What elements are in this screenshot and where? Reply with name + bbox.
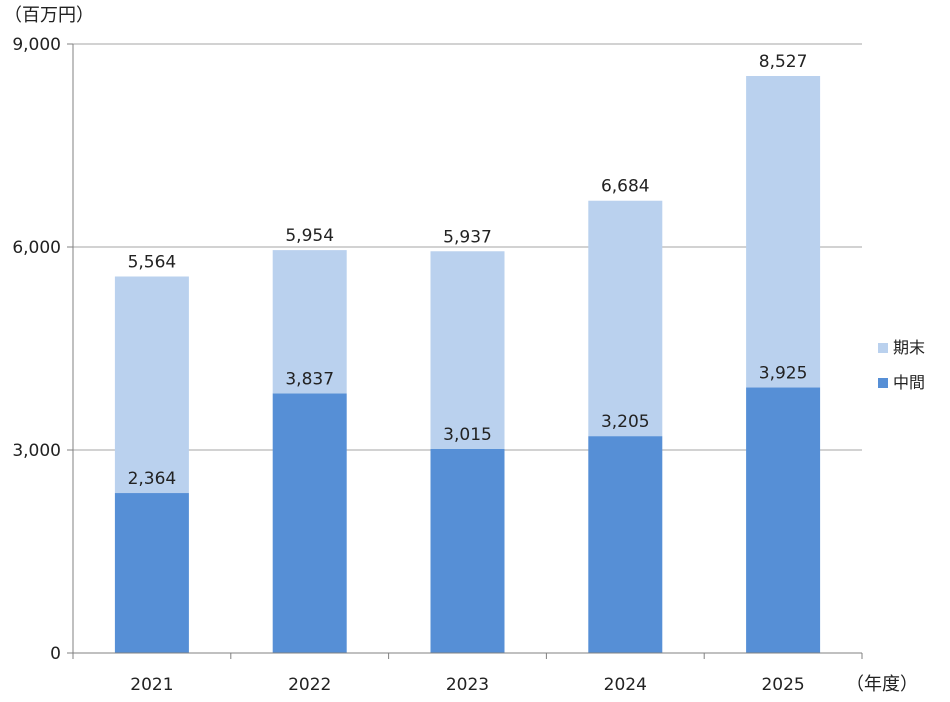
data-label-total: 6,684 [601,177,650,197]
data-label-total: 5,937 [443,227,492,247]
bars [114,76,821,653]
y-tick-label: 0 [50,644,61,664]
bar-segment-kimatsu [114,276,189,494]
x-tick-label: 2021 [130,675,173,695]
y-tick-label: 9,000 [12,35,61,55]
bar-segment-chukan [746,387,821,653]
data-label-chukan: 3,205 [601,412,650,432]
y-axis-unit-label: （百万円） [4,5,94,26]
data-label-total: 5,954 [285,226,334,246]
x-tick-label: 2025 [761,675,804,695]
axes: 0 3,000 6,000 9,000 2021 2022 2023 2024 2025 [12,35,863,695]
data-label-chukan: 2,364 [128,469,177,489]
bar-segment-kimatsu [430,251,505,449]
bar-segment-chukan [588,436,663,653]
data-label-total: 8,527 [759,52,808,72]
bar-segment-chukan [114,493,189,653]
x-tick-label: 2024 [604,675,647,695]
legend-swatch [878,378,888,388]
bar-segment-kimatsu [272,250,347,394]
data-label-chukan: 3,837 [285,369,334,389]
y-tick-label: 6,000 [12,238,61,258]
bar-segment-kimatsu [746,76,821,388]
legend-swatch [878,343,888,353]
y-tick-label: 3,000 [12,441,61,461]
x-tick-label: 2022 [288,675,331,695]
bar-segment-kimatsu [588,200,663,437]
data-label-chukan: 3,015 [443,425,492,445]
x-tick-label: 2023 [446,675,489,695]
data-labels: 2,364 5,564 3,837 5,954 3,015 5,937 3,205 6,684… [128,52,808,489]
data-label-chukan: 3,925 [759,363,808,383]
bar-segment-chukan [430,448,505,653]
bar-segment-chukan [272,393,347,653]
data-label-total: 5,564 [128,253,177,273]
x-axis-unit-label: （年度） [846,674,918,695]
legend-label: 中間 [893,373,925,392]
legend-label: 期末 [893,338,925,357]
